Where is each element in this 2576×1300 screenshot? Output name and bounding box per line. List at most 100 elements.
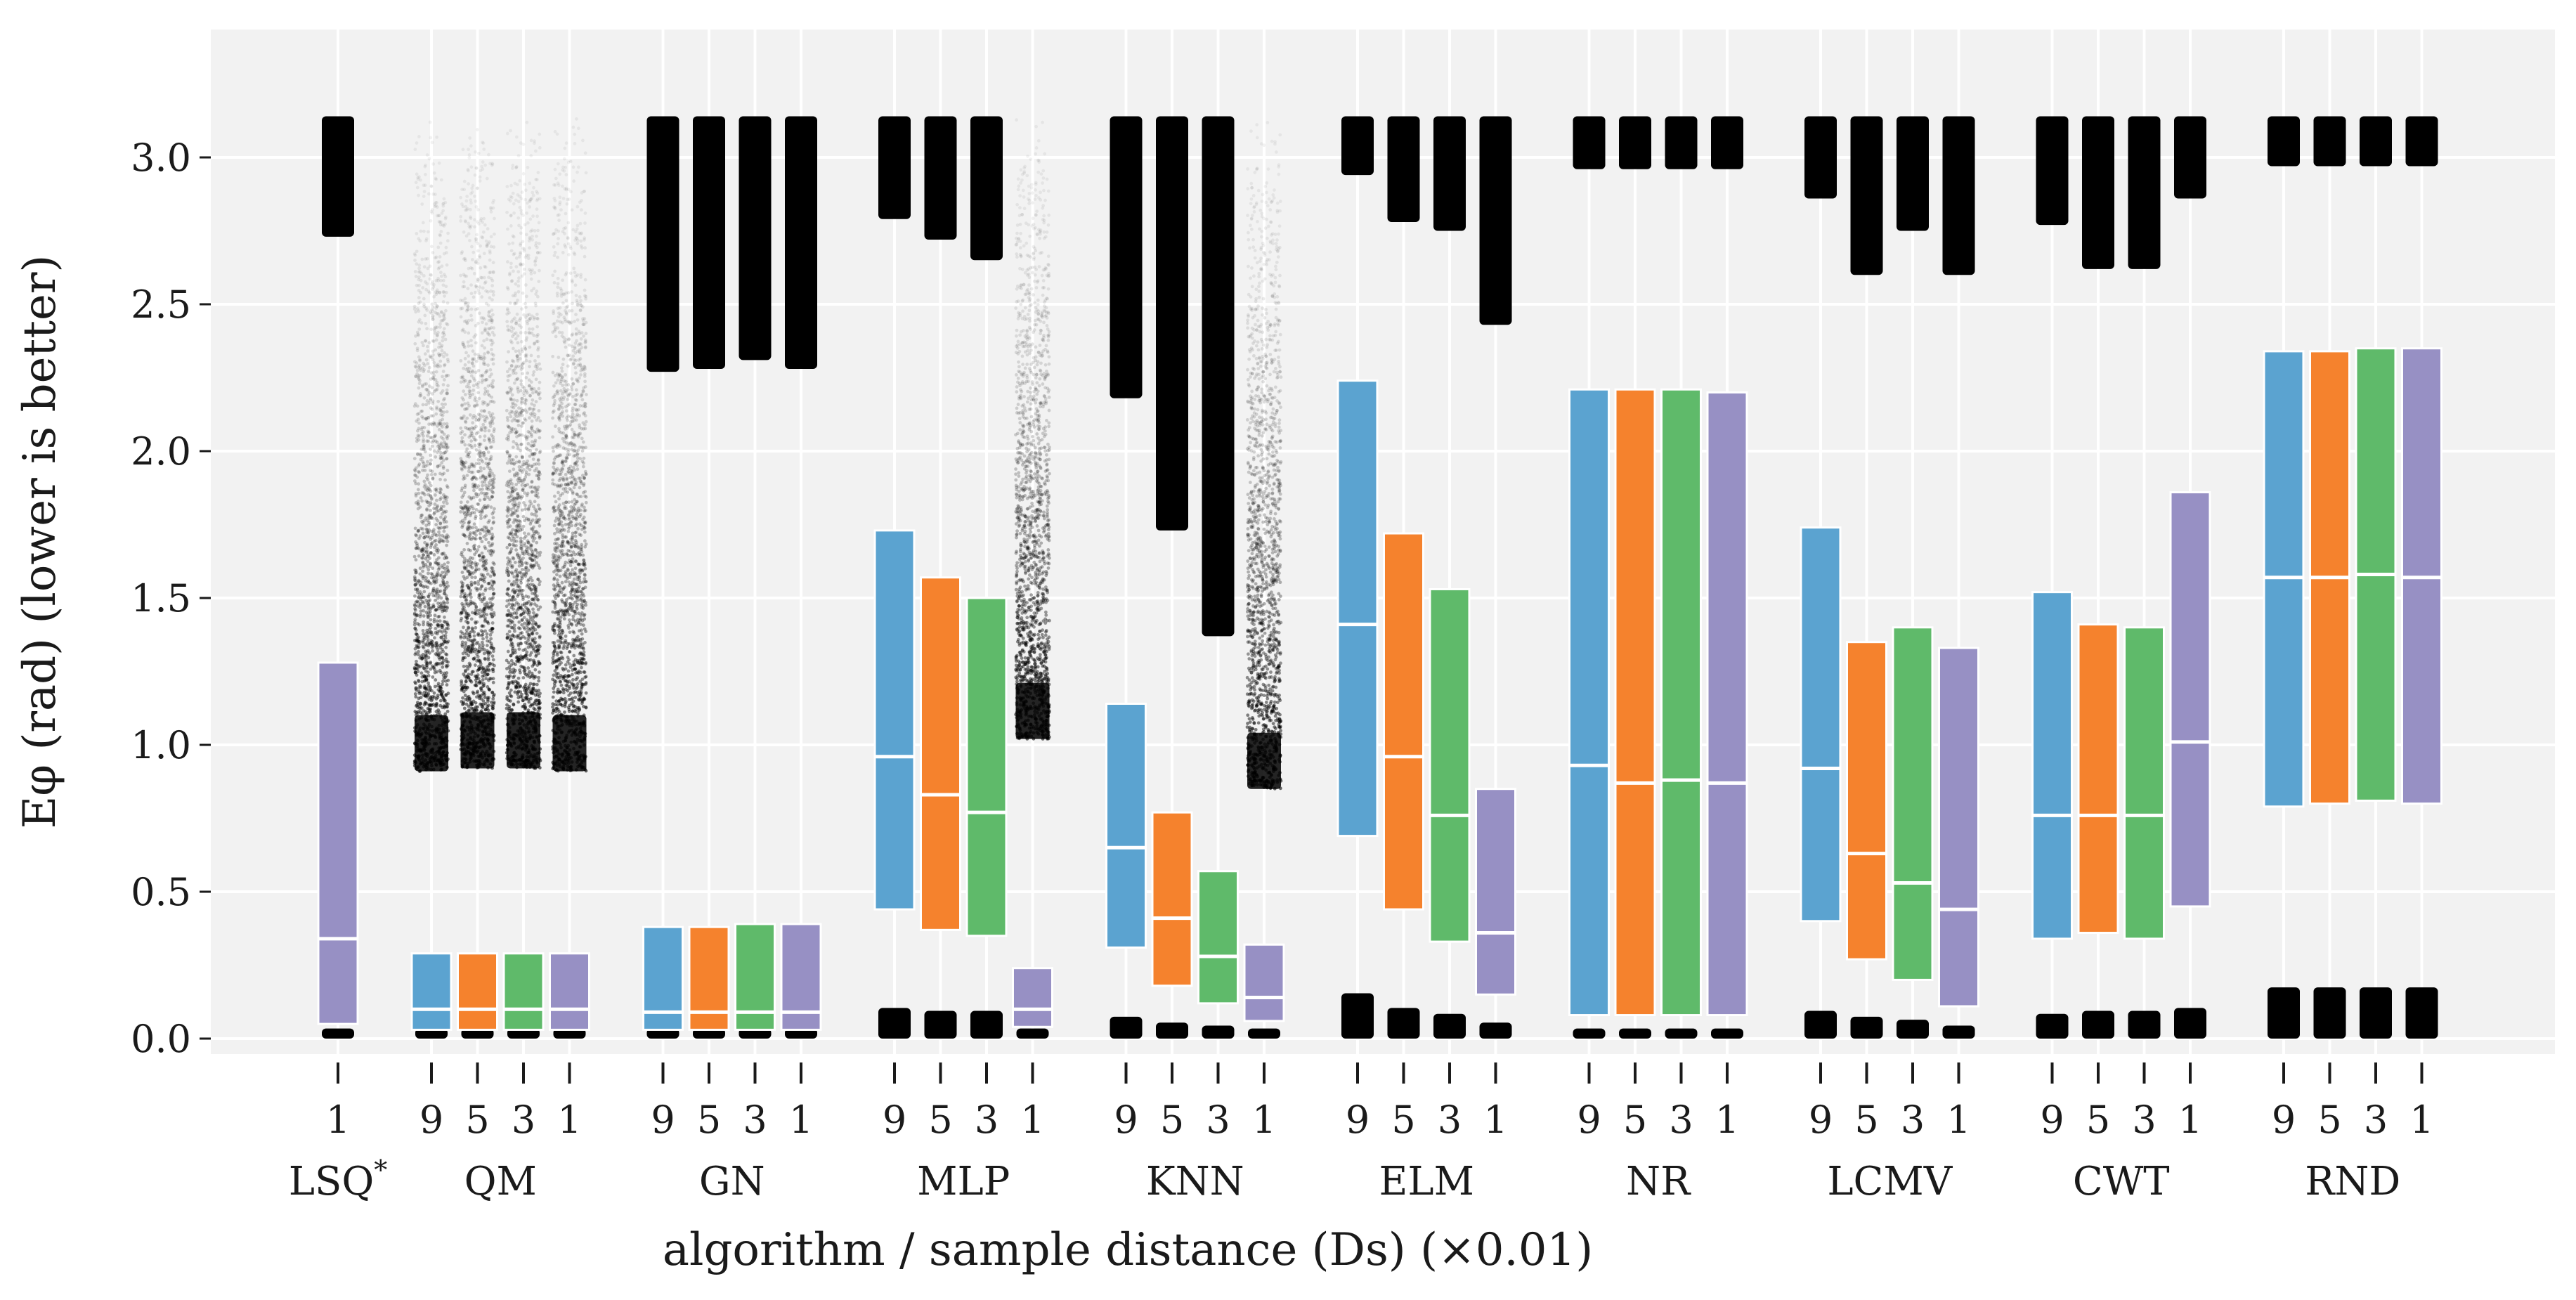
outlier-point: [435, 387, 439, 391]
outlier-point: [414, 558, 418, 562]
outlier-point: [425, 535, 429, 539]
outlier-point: [434, 533, 438, 538]
outlier-point: [534, 589, 538, 593]
outlier-point: [434, 575, 438, 579]
outlier-point: [467, 360, 471, 364]
outlier-point: [483, 425, 487, 429]
outlier-point: [434, 561, 438, 565]
outlier-point: [514, 529, 518, 533]
outlier-point: [438, 521, 443, 525]
outlier-point: [507, 661, 511, 665]
outlier-point: [531, 327, 535, 331]
outlier-point: [512, 381, 516, 385]
outlier-point: [427, 504, 431, 508]
outlier-point: [434, 434, 438, 437]
outlier-point: [425, 565, 429, 569]
outlier-point: [428, 710, 432, 714]
outlier-point: [414, 494, 418, 498]
outlier-point: [516, 298, 519, 302]
outlier-point: [425, 695, 429, 699]
outlier-point: [579, 299, 583, 303]
outlier-point: [506, 434, 510, 437]
outlier-point: [533, 602, 537, 606]
outlier-point: [434, 348, 438, 352]
outlier-point: [532, 611, 535, 615]
outlier-point: [482, 339, 486, 343]
outlier-point: [534, 623, 538, 627]
outlier-point: [466, 500, 469, 504]
outlier-point: [421, 639, 425, 643]
outlier-point: [420, 656, 424, 660]
outlier-point: [508, 694, 512, 698]
outlier-point: [523, 283, 528, 287]
outlier-point: [490, 512, 495, 516]
outlier-point: [412, 623, 417, 627]
outlier-point: [436, 509, 441, 513]
outlier-point: [488, 271, 492, 275]
outlier-point: [441, 417, 445, 422]
outlier-point: [505, 184, 509, 188]
outlier-point: [416, 653, 420, 657]
outlier-point: [520, 576, 524, 580]
outlier-point: [521, 291, 525, 295]
outlier-point: [482, 360, 486, 365]
outlier-point: [431, 358, 435, 362]
outlier-point: [430, 664, 434, 668]
outlier-point: [427, 531, 431, 535]
outlier-point: [528, 217, 533, 221]
outlier-point: [509, 363, 514, 368]
outlier-point: [421, 561, 425, 565]
outlier-point: [424, 546, 429, 550]
outlier-point: [514, 378, 518, 382]
outlier-point: [525, 319, 529, 323]
outlier-point: [434, 439, 438, 443]
outlier-point: [511, 651, 515, 655]
outlier-point: [417, 421, 421, 425]
outlier-point: [479, 450, 483, 454]
outlier-point: [536, 346, 540, 350]
outlier-point: [530, 402, 534, 406]
outlier-point: [436, 688, 441, 691]
outlier-point: [425, 531, 429, 535]
outlier-point: [425, 661, 429, 665]
outlier-point: [469, 292, 474, 296]
outlier-point: [412, 554, 417, 559]
outlier-point: [437, 219, 441, 223]
outlier-point: [538, 635, 542, 639]
outlier-point: [444, 609, 448, 613]
outlier-point: [439, 488, 443, 492]
outlier-point: [423, 464, 427, 469]
outlier-point: [440, 461, 444, 464]
outlier-point: [508, 301, 512, 305]
outlier-point: [528, 670, 531, 674]
outlier-point: [434, 455, 438, 459]
outlier-point: [444, 308, 448, 313]
outlier-point: [437, 556, 441, 560]
outlier-point: [434, 255, 438, 259]
outlier-point: [434, 578, 438, 582]
outlier-point: [443, 605, 447, 609]
outlier-point: [424, 417, 429, 421]
outlier-point: [438, 646, 442, 649]
outlier-point: [430, 440, 434, 444]
outlier-point: [419, 609, 423, 613]
outlier-point: [445, 540, 450, 543]
outlier-point: [521, 468, 526, 472]
outlier-point: [444, 652, 448, 656]
outlier-point: [413, 627, 417, 630]
outlier-point: [417, 412, 421, 415]
outlier-point: [439, 271, 443, 275]
outlier-point: [521, 171, 526, 176]
outlier-point: [531, 190, 535, 195]
outlier-point: [507, 542, 512, 547]
outlier-point: [427, 707, 431, 711]
outlier-point: [444, 693, 448, 696]
outlier-point: [417, 376, 420, 380]
outlier-point: [474, 537, 478, 541]
outlier-point: [484, 457, 488, 461]
outlier-point: [424, 654, 429, 658]
outlier-point: [427, 431, 431, 435]
outlier-point: [415, 141, 419, 145]
outlier-point: [443, 535, 446, 539]
outlier-point: [438, 668, 442, 672]
